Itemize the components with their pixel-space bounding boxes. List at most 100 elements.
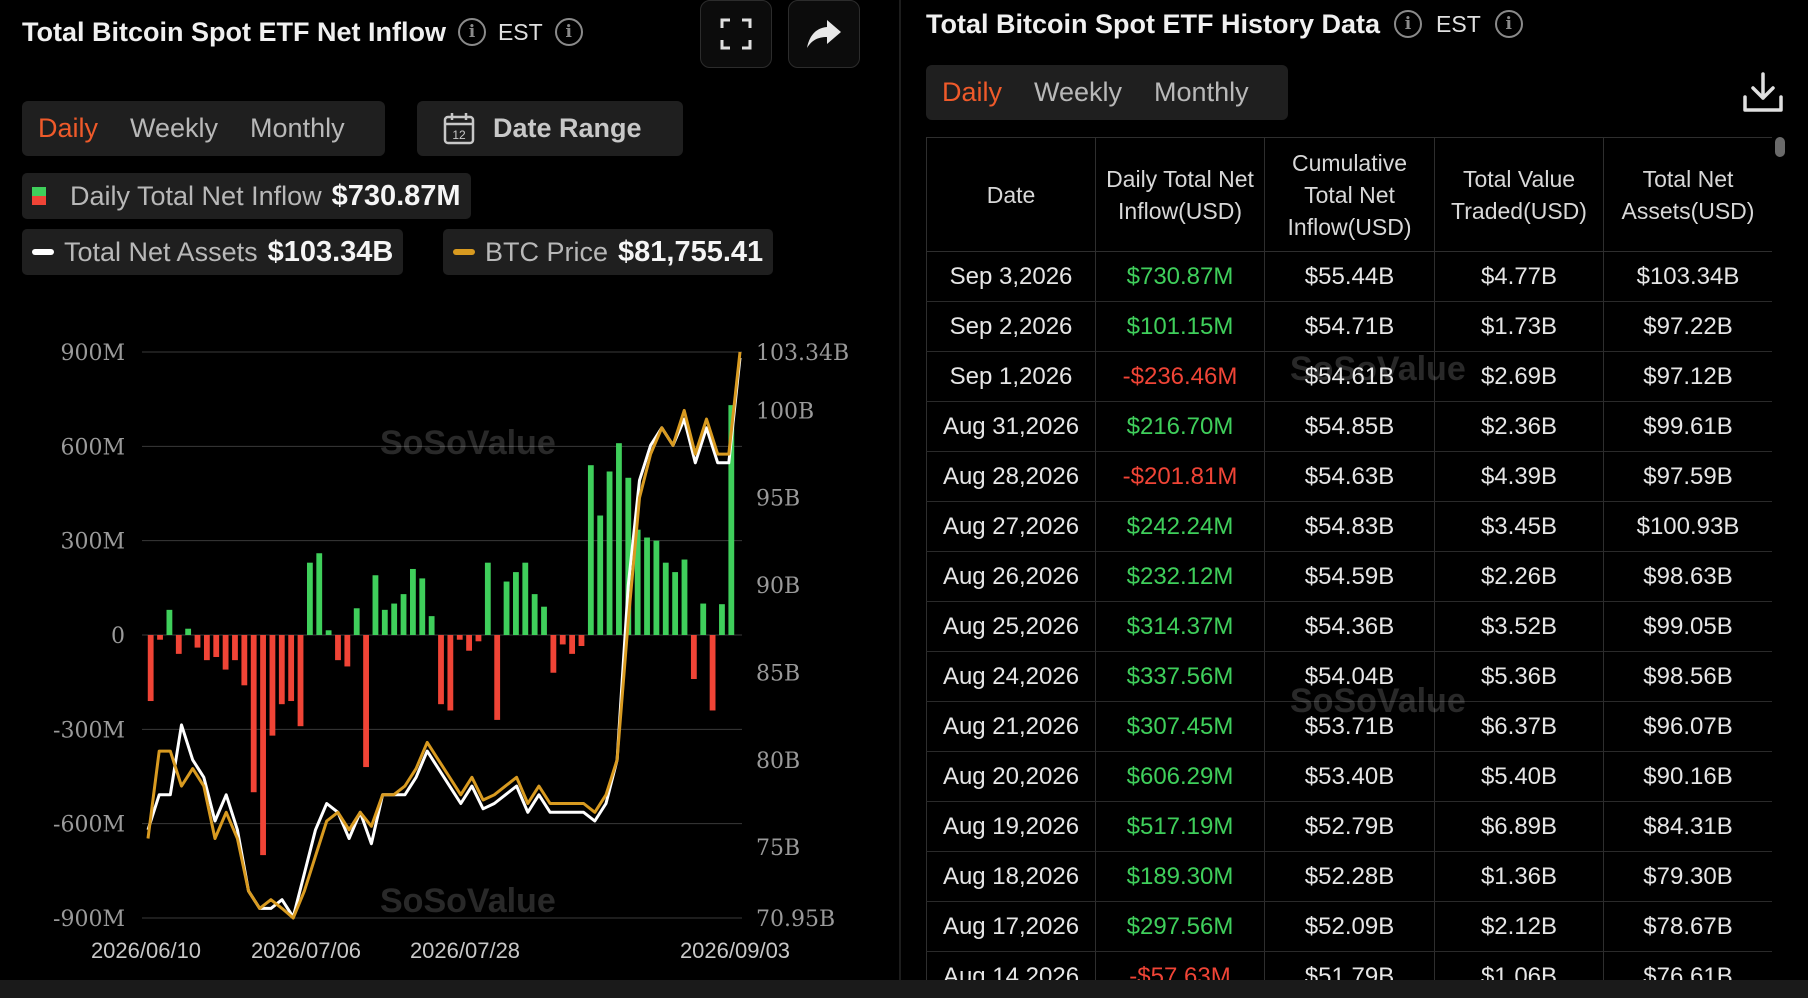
cell-cumulative-inflow: $53.71B <box>1264 701 1435 752</box>
cell-date: Aug 24,2026 <box>926 651 1096 702</box>
fullscreen-button[interactable] <box>700 0 772 68</box>
bottom-bar <box>0 980 1808 998</box>
table-row: Aug 26,2026 $232.12M $54.59B $2.26B $98.63B <box>926 551 1772 602</box>
cell-cumulative-inflow: $54.63B <box>1264 451 1435 502</box>
inflow-bar <box>250 635 257 793</box>
btc-price-legend-icon <box>453 249 475 255</box>
inflow-bar <box>306 562 313 635</box>
inflow-bar <box>569 635 576 654</box>
table-row: Aug 20,2026 $606.29M $53.40B $5.40B $90.16B <box>926 751 1772 802</box>
inflow-bar <box>522 562 529 635</box>
share-icon <box>807 20 841 48</box>
inflow-bar <box>166 609 173 635</box>
history-title: Total Bitcoin Spot ETF History Data <box>926 8 1381 39</box>
calendar-icon: 12 <box>443 112 475 144</box>
y-tick-label-left: -600M <box>53 813 125 838</box>
column-header-net-assets[interactable]: Total Net Assets(USD) <box>1603 137 1772 252</box>
cell-value-traded: $6.89B <box>1434 801 1604 852</box>
cell-date: Aug 18,2026 <box>926 851 1096 902</box>
inflow-bar <box>175 635 182 654</box>
y-tick-label-left: 0 <box>111 624 125 649</box>
inflow-bar <box>325 630 332 635</box>
column-header-value-traded[interactable]: Total Value Traded(USD) <box>1434 137 1604 252</box>
y-tick-label-right: 95B <box>756 487 800 512</box>
cell-net-assets: $99.05B <box>1603 601 1772 652</box>
cell-value-traded: $2.12B <box>1434 901 1604 952</box>
cell-cumulative-inflow: $52.79B <box>1264 801 1435 852</box>
y-axis-left-labels: 900M 600M 300M 0 -300M -600M -900M <box>53 341 125 932</box>
y-tick-label-right: 85B <box>756 661 800 686</box>
table-row: Aug 21,2026 $307.45M $53.71B $6.37B $96.07B <box>926 701 1772 752</box>
inflow-bar <box>466 635 472 651</box>
history-table-container[interactable]: Date Daily Total Net Inflow(USD) Cumulat… <box>926 137 1772 980</box>
timezone-info-icon[interactable]: i <box>554 18 583 46</box>
inflow-legend-icon <box>32 187 46 205</box>
tab-weekly[interactable]: Weekly <box>130 113 219 143</box>
net-inflow-panel: Total Bitcoin Spot ETF Net Inflow i EST … <box>0 0 900 998</box>
cell-net-assets: $90.16B <box>1603 751 1772 802</box>
inflow-bar <box>297 635 304 727</box>
cell-net-assets: $79.30B <box>1603 851 1772 902</box>
inflow-bar <box>353 608 360 635</box>
cell-daily-inflow: $307.45M <box>1095 701 1265 752</box>
tab-daily[interactable]: Daily <box>38 113 99 143</box>
y-tick-label-right: 70.95B <box>756 907 835 932</box>
y-tick-label-right: 80B <box>756 749 800 774</box>
panel-divider <box>899 0 901 998</box>
cell-daily-inflow: -$236.46M <box>1095 351 1265 402</box>
info-icon[interactable]: i <box>457 18 486 46</box>
table-row: Aug 24,2026 $337.56M $54.04B $5.36B $98.56B <box>926 651 1772 702</box>
table-row: Aug 25,2026 $314.37M $54.36B $3.52B $99.05B <box>926 601 1772 652</box>
btc-price-label: BTC Price <box>485 236 609 267</box>
x-tick-label: 2026/09/03 <box>680 938 790 963</box>
cell-value-traded: $4.39B <box>1434 451 1604 502</box>
cell-value-traded: $3.45B <box>1434 501 1604 552</box>
inflow-bar <box>597 515 604 635</box>
cell-date: Aug 26,2026 <box>926 551 1096 602</box>
table-row: Aug 28,2026 -$201.81M $54.63B $4.39B $97.59B <box>926 451 1772 502</box>
table-row: Aug 27,2026 $242.24M $54.83B $3.45B $100.93B <box>926 501 1772 552</box>
btc-price-stat: BTC Price $81,755.41 <box>443 229 774 275</box>
download-icon[interactable] <box>1740 70 1786 116</box>
history-tab-weekly[interactable]: Weekly <box>1034 77 1123 107</box>
column-header-cumulative-inflow[interactable]: Cumulative Total Net Inflow(USD) <box>1264 137 1435 252</box>
cell-net-assets: $78.67B <box>1603 901 1772 952</box>
inflow-bar <box>203 635 210 661</box>
cell-value-traded: $5.40B <box>1434 751 1604 802</box>
history-info-icon[interactable]: i <box>1394 10 1423 38</box>
inflow-bar <box>213 635 220 658</box>
x-tick-label: 2026/07/06 <box>251 938 361 963</box>
table-row: Aug 17,2026 $297.56M $52.09B $2.12B $78.67B <box>926 901 1772 952</box>
y-tick-label-right: 90B <box>756 574 800 599</box>
inflow-bar <box>644 537 650 635</box>
history-tab-monthly[interactable]: Monthly <box>1154 77 1249 107</box>
history-timezone-info-icon[interactable]: i <box>1494 10 1523 38</box>
history-tab-daily[interactable]: Daily <box>942 77 1003 107</box>
net-inflow-chart: 900M 600M 300M 0 -300M -600M -900M 103.34B 100B… <box>53 341 849 963</box>
cell-net-assets: $98.63B <box>1603 551 1772 602</box>
cell-daily-inflow: $101.15M <box>1095 301 1265 352</box>
date-range-button[interactable]: 12 Date Range <box>417 101 683 156</box>
btc-price-value: $81,755.41 <box>618 235 764 268</box>
cell-cumulative-inflow: $54.71B <box>1264 301 1435 352</box>
tab-monthly[interactable]: Monthly <box>250 113 345 143</box>
cell-net-assets: $76.61B <box>1603 951 1772 980</box>
column-header-daily-inflow[interactable]: Daily Total Net Inflow(USD) <box>1095 137 1265 252</box>
cell-value-traded: $2.69B <box>1434 351 1604 402</box>
x-tick-label: 2026/06/10 <box>91 938 201 963</box>
cell-cumulative-inflow: $53.40B <box>1264 751 1435 802</box>
y-tick-label-left: -300M <box>53 718 125 743</box>
inflow-bar <box>372 575 379 635</box>
inflow-bar <box>616 443 622 635</box>
y-tick-label-left: 900M <box>60 341 125 366</box>
cell-daily-inflow: $517.19M <box>1095 801 1265 852</box>
inflow-bar <box>260 635 266 856</box>
share-button[interactable] <box>788 0 860 68</box>
inflow-bar <box>484 562 491 635</box>
table-scrollbar[interactable] <box>1775 137 1785 157</box>
inflow-bar <box>222 635 229 670</box>
inflow-bar <box>690 635 697 680</box>
column-header-date[interactable]: Date <box>926 137 1096 252</box>
cell-date: Aug 31,2026 <box>926 401 1096 452</box>
